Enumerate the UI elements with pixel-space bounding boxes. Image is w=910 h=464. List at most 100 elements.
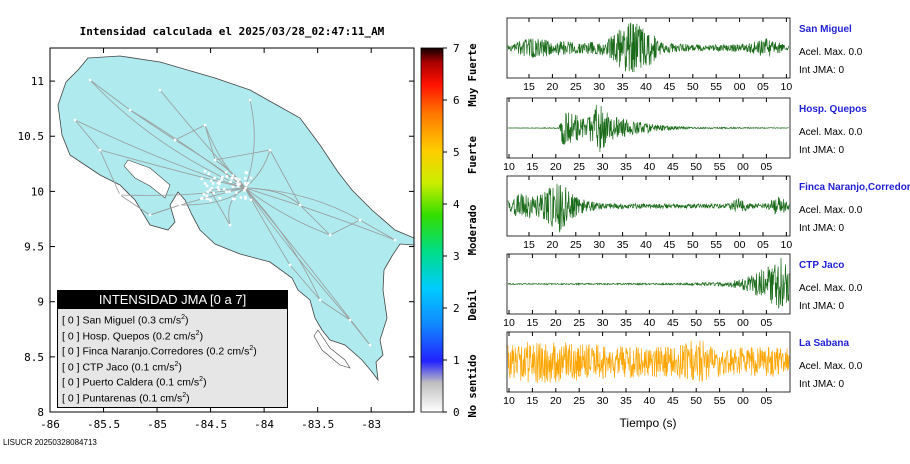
town-marker xyxy=(218,182,221,186)
town-marker xyxy=(88,78,92,82)
trace-panel: 10 15 20 25 30 35 40 45 50 55 00 05 CTP Jaco Acel. Ma… xyxy=(503,253,863,329)
map-y-tick-label: 8 xyxy=(37,406,44,419)
trace-tick-label: 30 xyxy=(597,395,609,407)
trace-station-name: Finca Naranjo,Corredores xyxy=(799,182,910,193)
trace-station-name: La Sabana xyxy=(799,338,849,349)
trace-station-name: CTP Jaco xyxy=(799,260,844,271)
road xyxy=(179,187,246,206)
town-marker xyxy=(238,182,241,186)
town-marker xyxy=(225,174,229,178)
intensity-legend: INTENSIDAD JMA [0 a 7] [ 0 ] San Miguel … xyxy=(57,290,288,408)
town-marker xyxy=(209,199,212,202)
town-marker xyxy=(235,191,238,194)
map-y-tick-label: 10 xyxy=(31,185,44,198)
map-axes: -86 -85.5 -85 -84.5 -84 -83.5 -83 11 10.5 10 9.5 9 8… xyxy=(18,48,414,431)
town-marker xyxy=(244,186,247,190)
town-marker xyxy=(208,188,212,192)
town-marker xyxy=(231,197,235,201)
trace-tick-label: 15 xyxy=(527,161,539,173)
intensity-colorbar xyxy=(420,47,444,413)
town-marker xyxy=(236,182,239,186)
legend-row: [ 0 ] Puerto Caldera (0.1 cm/s2) xyxy=(62,376,207,389)
legend-bracket: [ 0 ] xyxy=(62,361,80,373)
trace-tick-label: 15 xyxy=(523,81,535,93)
legend-row: [ 0 ] San Miguel (0.3 cm/s2) xyxy=(62,314,188,327)
map-title: Intensidad calculada el 2025/03/28_02:47… xyxy=(80,25,385,38)
road xyxy=(99,149,121,196)
trace-int-jma: Int JMA: 0 xyxy=(799,379,844,390)
traces-xlabel: Tiempo (s) xyxy=(620,416,677,430)
road xyxy=(244,187,396,241)
town-marker xyxy=(358,218,362,222)
town-marker xyxy=(239,196,243,199)
trace-tick-label: 55 xyxy=(710,239,722,251)
town-marker xyxy=(288,263,292,267)
colorbar-tick-label: 7 xyxy=(453,42,460,55)
trace-station-name: San Miguel xyxy=(799,24,852,35)
town-marker xyxy=(216,185,220,189)
town-marker xyxy=(217,188,221,192)
town-marker xyxy=(213,176,216,180)
legend-bracket: [ 0 ] xyxy=(62,392,80,404)
road xyxy=(244,187,351,321)
trace-tick-label: 55 xyxy=(714,161,726,173)
colorbar-tick-label: 6 xyxy=(453,94,460,107)
trace-tick-label: 40 xyxy=(644,395,656,407)
map-y-tick-label: 11 xyxy=(31,75,44,88)
town-marker xyxy=(224,170,228,174)
colorbar-category-label: Debil xyxy=(467,289,479,321)
trace-tick-label: 35 xyxy=(617,239,629,251)
town-marker xyxy=(207,172,211,175)
town-marker xyxy=(203,182,207,185)
trace-tick-label: 45 xyxy=(667,317,679,329)
trace-tick-label: 30 xyxy=(597,317,609,329)
trace-tick-label: 05 xyxy=(761,317,773,329)
trace-tick-label: 45 xyxy=(664,81,676,93)
legend-pga-value: (0.2 cm/s xyxy=(206,345,250,358)
trace-tick-label: 25 xyxy=(573,317,585,329)
town-marker xyxy=(222,187,226,191)
colorbar-category-label: Fuerte xyxy=(467,136,479,174)
road xyxy=(119,187,246,196)
osa-peninsula-edge xyxy=(313,329,351,369)
town-marker xyxy=(178,203,182,207)
town-marker xyxy=(212,191,215,195)
road xyxy=(269,149,301,206)
waveform xyxy=(507,22,790,73)
colorbar-ticks: 0 1 2 3 4 5 6 7 xyxy=(443,42,460,419)
town-marker xyxy=(200,177,204,180)
trace-station-name: Hosp. Quepos xyxy=(799,104,867,115)
trace-int-jma: Int JMA: 0 xyxy=(799,223,844,234)
town-marker xyxy=(218,196,222,200)
trace-tick-label: 05 xyxy=(761,161,773,173)
trace-tick-label: 10 xyxy=(781,81,793,93)
trace-tick-label: 50 xyxy=(690,395,702,407)
legend-close-paren: ) xyxy=(253,345,257,358)
legend-title: INTENSIDAD JMA [0 a 7] xyxy=(58,291,287,309)
trace-tick-label: 15 xyxy=(527,317,539,329)
legend-row: [ 0 ] CTP Jaco (0.1 cm/s2) xyxy=(62,361,182,374)
town-marker xyxy=(245,183,248,187)
map-y-tick-label: 10.5 xyxy=(18,130,45,143)
trace-tick-label: 20 xyxy=(550,395,562,407)
road xyxy=(228,187,246,226)
trace-tick-label: 15 xyxy=(523,239,535,251)
town-marker xyxy=(243,189,246,192)
town-marker xyxy=(393,238,397,242)
legend-unit-exponent: 2 xyxy=(181,314,185,321)
town-marker xyxy=(158,88,162,92)
trace-tick-label: 45 xyxy=(664,239,676,251)
road xyxy=(244,187,371,346)
town-marker xyxy=(216,181,220,185)
legend-unit-exponent: 2 xyxy=(182,391,187,399)
trace-acel-max: Acel. Max. 0.0 xyxy=(799,205,863,216)
map-x-tick-label: -84.5 xyxy=(194,418,227,431)
trace-tick-label: 55 xyxy=(710,81,722,93)
trace-panel: 10 15 20 25 30 35 40 45 50 55 00 05 Hosp. Quepos Acel… xyxy=(503,97,867,173)
town-marker xyxy=(209,179,213,182)
road xyxy=(99,149,246,189)
trace-tick-label: 50 xyxy=(690,161,702,173)
trace-tick-label: 50 xyxy=(687,81,699,93)
map-y-tick-label: 9.5 xyxy=(24,241,44,254)
